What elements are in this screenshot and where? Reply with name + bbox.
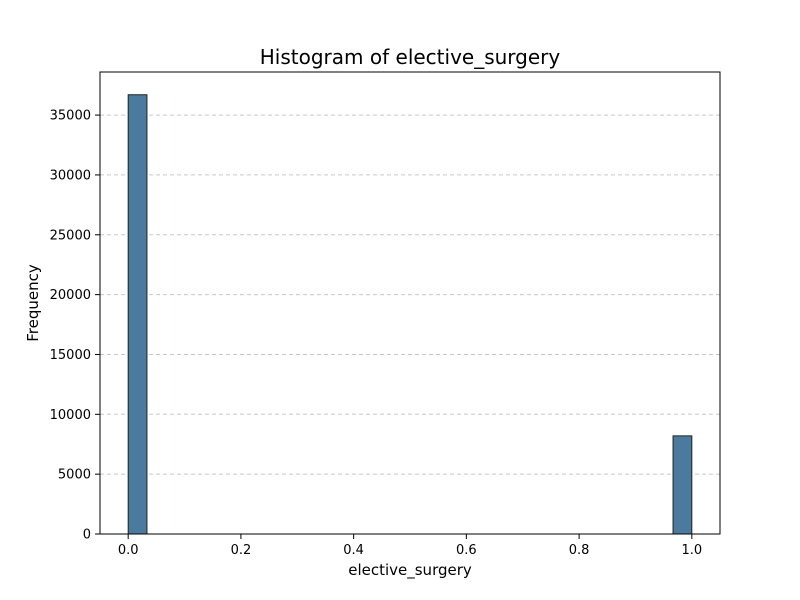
chart-title: Histogram of elective_surgery [260,45,561,69]
y-axis-ticks: 0 5000 10000 15000 20000 25000 30000 35000 [50,109,100,543]
plot-frame [99,71,721,535]
y-tick-label: 25000 [50,228,91,243]
y-tick-label: 0 [83,528,91,543]
y-tick-label: 5000 [58,468,91,483]
x-tick-label: 0.2 [231,543,252,558]
x-axis-ticks: 0.0 0.2 0.4 0.6 0.8 1.0 [118,534,702,558]
y-tick-label: 30000 [50,168,91,183]
y-axis-label: Frequency [24,264,42,342]
x-tick-label: 0.0 [118,543,139,558]
y-tick-label: 15000 [50,348,91,363]
x-tick-label: 0.8 [569,543,590,558]
y-tick-label: 20000 [50,288,91,303]
bars [127,94,693,535]
histogram-bar [672,435,693,535]
x-tick-label: 0.4 [343,543,364,558]
x-tick-label: 1.0 [681,543,702,558]
y-tick-label: 10000 [50,408,91,423]
y-tick-label: 35000 [50,109,91,124]
x-axis-label: elective_surgery [348,561,472,580]
x-tick-label: 0.6 [456,543,477,558]
gridlines [100,114,720,475]
histogram-bar [127,94,148,535]
